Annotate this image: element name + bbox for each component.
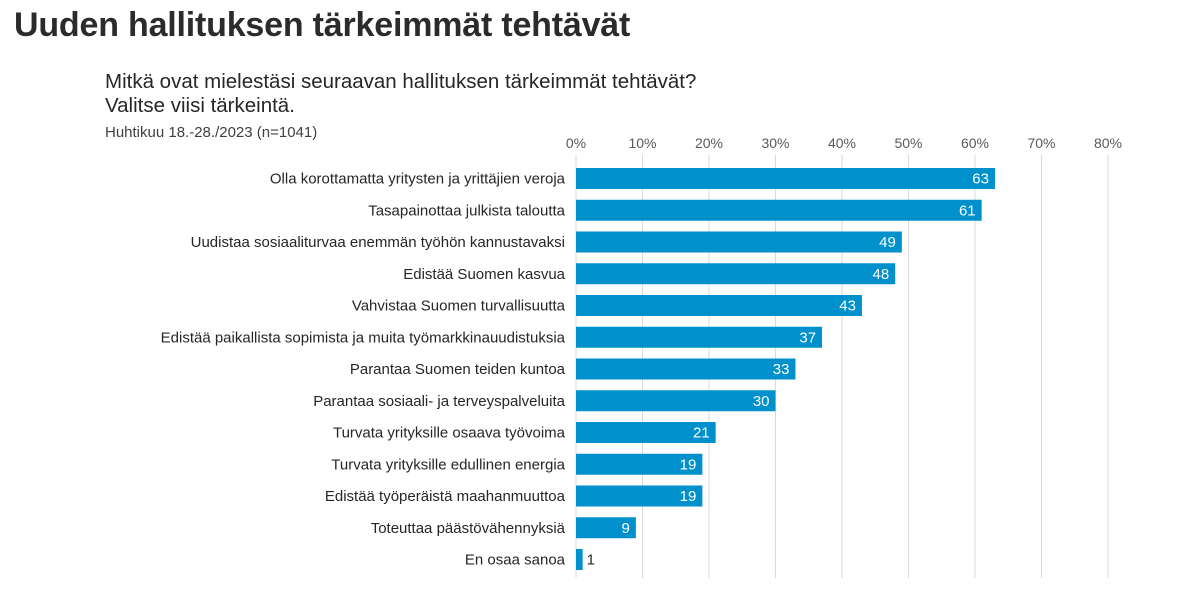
bar bbox=[576, 517, 636, 539]
x-tick-label: 10% bbox=[628, 135, 656, 151]
category-label: Toteuttaa päästövähennyksiä bbox=[371, 520, 566, 537]
category-label: Turvata yrityksille edullinen energia bbox=[331, 456, 565, 473]
page-title: Uuden hallituksen tärkeimmät tehtävät bbox=[14, 6, 631, 44]
data-label: 9 bbox=[622, 520, 630, 537]
data-label: 21 bbox=[693, 425, 710, 442]
category-label: Parantaa sosiaali- ja terveyspalveluita bbox=[313, 393, 565, 410]
bar bbox=[576, 422, 716, 443]
question-line-2: Valitse viisi tärkeintä. bbox=[105, 94, 295, 117]
category-label: Vahvistaa Suomen turvallisuutta bbox=[352, 298, 566, 315]
x-tick-label: 40% bbox=[828, 135, 856, 151]
data-label: 43 bbox=[839, 298, 856, 315]
category-label: Turvata yrityksille osaava työvoima bbox=[333, 425, 566, 442]
x-axis-ticks: 0% 10% 20% 30% 40% 50% 60% 70% 80% bbox=[566, 135, 1122, 151]
data-label: 19 bbox=[680, 488, 697, 505]
data-label: 49 bbox=[879, 234, 896, 251]
data-label: 1 bbox=[587, 552, 595, 569]
category-label: Uudistaa sosiaaliturvaa enemmän työhön k… bbox=[191, 234, 565, 251]
category-label: Edistää paikallista sopimista ja muita t… bbox=[161, 329, 566, 346]
x-tick-label: 50% bbox=[894, 135, 922, 151]
bar bbox=[576, 453, 703, 475]
data-label: 63 bbox=[972, 171, 989, 188]
category-label: Tasapainottaa julkista taloutta bbox=[368, 202, 565, 219]
x-tick-label: 30% bbox=[761, 135, 789, 151]
bar bbox=[576, 199, 982, 221]
question-line-1: Mitkä ovat mielestäsi seuraavan hallituk… bbox=[105, 70, 697, 93]
bar bbox=[576, 263, 896, 285]
bars bbox=[576, 168, 995, 570]
x-tick-label: 60% bbox=[961, 135, 989, 151]
category-label: Parantaa Suomen teiden kuntoa bbox=[350, 361, 566, 378]
bar bbox=[576, 168, 995, 189]
x-tick-label: 70% bbox=[1027, 135, 1055, 151]
x-tick-label: 0% bbox=[566, 135, 586, 151]
x-tick-label: 80% bbox=[1094, 135, 1122, 151]
data-label: 61 bbox=[959, 202, 976, 219]
data-label: 19 bbox=[680, 456, 697, 473]
grid-lines bbox=[575, 155, 1109, 578]
data-label: 30 bbox=[753, 393, 770, 410]
category-labels: Olla korottamatta yritysten ja yrittäjie… bbox=[161, 171, 566, 569]
category-label: Edistää työperäistä maahanmuuttoa bbox=[325, 488, 566, 505]
category-label: Olla korottamatta yritysten ja yrittäjie… bbox=[270, 171, 566, 188]
bar bbox=[576, 326, 823, 348]
bar bbox=[576, 358, 796, 380]
category-label: En osaa sanoa bbox=[465, 552, 566, 569]
bar bbox=[576, 390, 776, 412]
bar bbox=[576, 485, 703, 507]
bar bbox=[576, 231, 902, 253]
chart-question: Mitkä ovat mielestäsi seuraavan hallituk… bbox=[105, 70, 696, 118]
data-label: 37 bbox=[799, 329, 816, 346]
bar bbox=[576, 295, 862, 316]
bar bbox=[576, 549, 583, 570]
category-label: Edistää Suomen kasvua bbox=[403, 266, 565, 283]
data-label: 33 bbox=[773, 361, 790, 378]
survey-info: Huhtikuu 18.-28./2023 (n=1041) bbox=[105, 124, 318, 141]
x-tick-label: 20% bbox=[695, 135, 723, 151]
data-label: 48 bbox=[873, 266, 890, 283]
